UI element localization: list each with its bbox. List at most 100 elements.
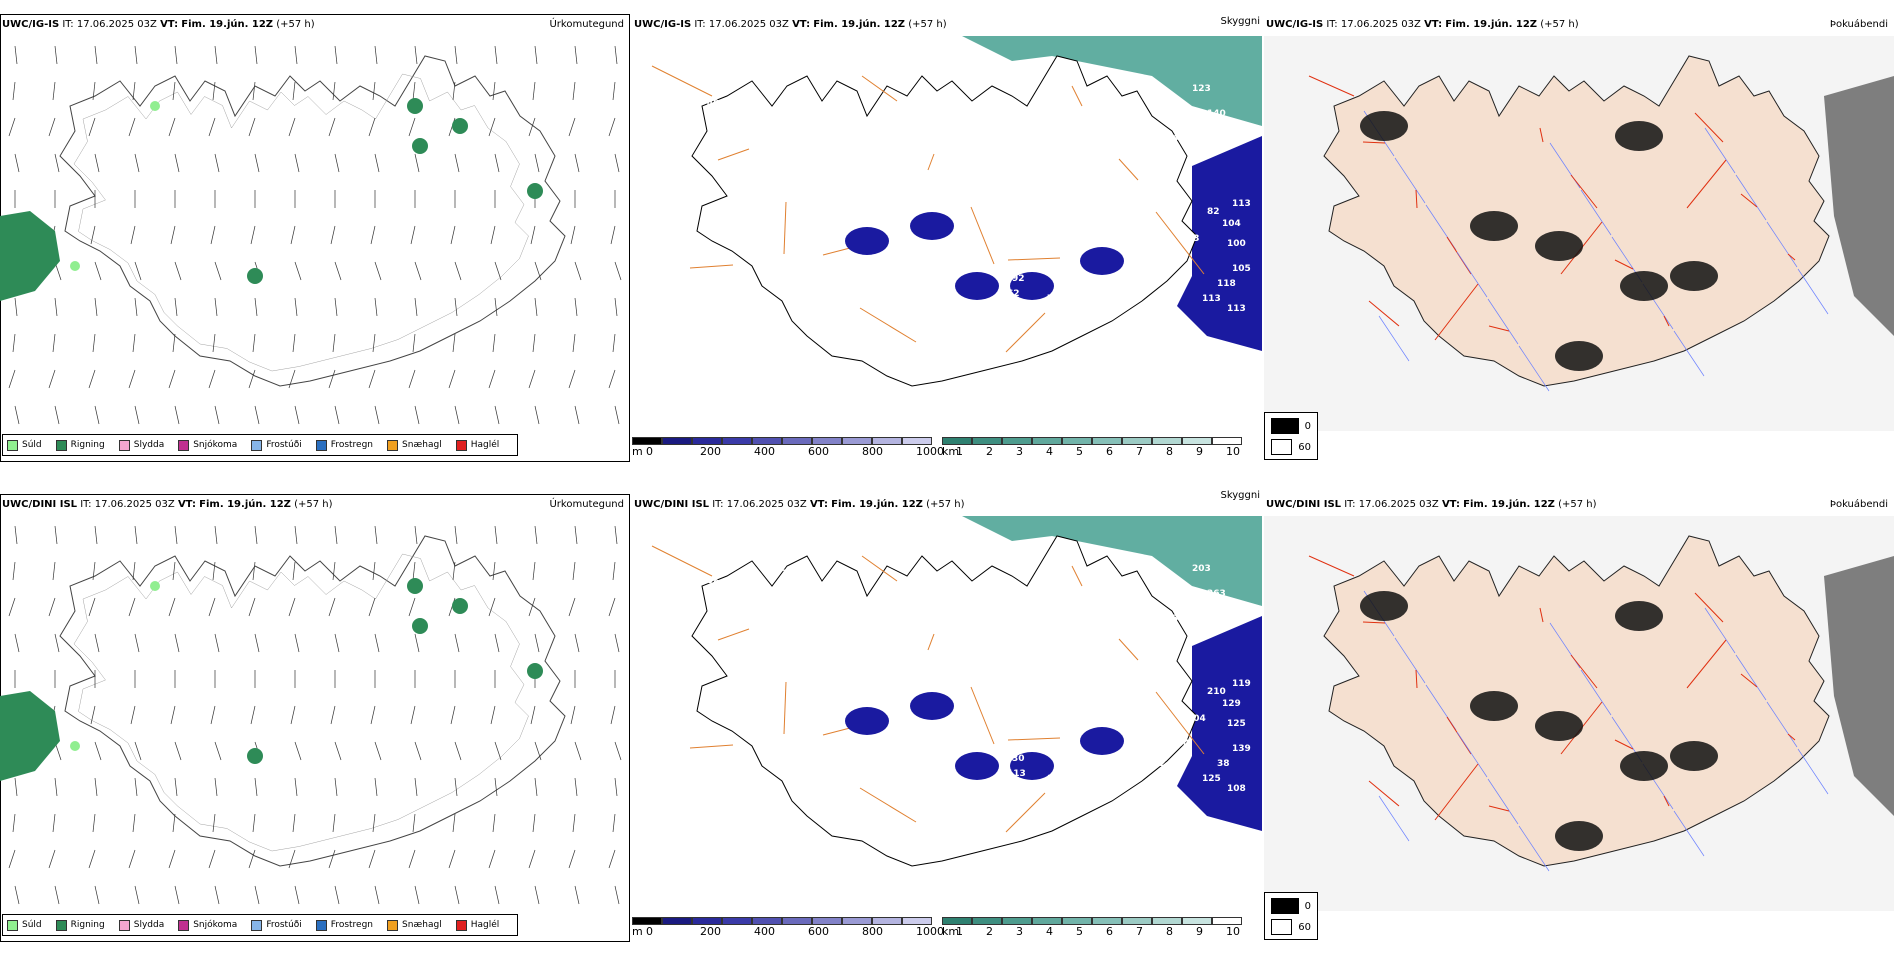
ceiling-value-label: 118: [1217, 279, 1236, 289]
wind-barb: [132, 813, 136, 833]
colorbar-tick-label: 4: [1046, 445, 1053, 458]
road: [1368, 780, 1400, 807]
colorbar-cell: [1062, 437, 1092, 445]
wind-barb: [288, 849, 296, 869]
wind-barb: [168, 117, 176, 137]
wind-barb: [334, 777, 338, 797]
panel-title: UWC/IG-IS IT: 17.06.2025 03Z VT: Fim. 19…: [1266, 19, 1579, 30]
wind-barb: [574, 525, 578, 545]
wind-barb: [128, 117, 136, 137]
colorbar-unit: m: [632, 445, 643, 458]
colorbar-cell: [1032, 917, 1062, 925]
wind-barb: [414, 297, 418, 317]
precip-legend: Súld Rigning Slydda Snjókoma Frostúði Frostre…: [2, 434, 519, 456]
legend-label: Snjókoma: [193, 920, 238, 930]
ceiling-value-label: 92: [1012, 274, 1025, 284]
wind-barb: [54, 297, 58, 317]
rain-area: [0, 691, 60, 781]
wind-barb: [414, 405, 420, 425]
colorbar-tick-label: 600: [808, 445, 829, 458]
wind-barb: [172, 813, 176, 833]
wind-barb: [448, 369, 456, 389]
road: [927, 633, 935, 651]
wind-barb: [54, 525, 58, 545]
road: [1787, 253, 1796, 261]
wind-barb: [494, 45, 498, 65]
wind-barb: [574, 885, 580, 905]
wind-barb: [294, 633, 300, 653]
wind-barb: [374, 525, 378, 545]
fog-map: [1264, 516, 1894, 911]
colorbar-tick-label: 10: [1226, 925, 1240, 938]
colorbar-cell: [1032, 437, 1062, 445]
panel-title: UWC/IG-IS IT: 17.06.2025 03Z VT: Fim. 19…: [2, 19, 315, 30]
wind-barb: [52, 333, 56, 353]
legend-swatch: [118, 439, 130, 451]
rain-cell: [527, 183, 543, 199]
wind-barb: [168, 369, 176, 389]
colorbar-cell: [812, 917, 842, 925]
colorbar-cell: [1182, 917, 1212, 925]
wind-barb: [254, 45, 258, 65]
wind-barb: [292, 813, 296, 833]
wind-barb: [370, 705, 376, 725]
colorbar-labels: m 0 200 400 600 800 1000: [632, 925, 944, 939]
wind-barb: [174, 261, 182, 281]
river: [1456, 251, 1488, 298]
low-visibility-area: [962, 516, 1262, 606]
colorbar-cell: [1002, 437, 1032, 445]
wind-barb: [334, 525, 338, 545]
road: [1570, 654, 1598, 689]
ceiling-colorbar: m 0 200 400 600 800 1000: [632, 917, 944, 939]
wind-barb: [454, 261, 462, 281]
map-frame: [0, 494, 630, 942]
colorbar-tick-label: 6: [1106, 925, 1113, 938]
ceiling-value-label: 311: [1172, 614, 1191, 624]
road: [651, 65, 713, 97]
colorbar-tick-label: 8: [1166, 445, 1173, 458]
wind-barb: [214, 741, 222, 761]
colorbar-cells: [942, 917, 1242, 925]
ceiling-cell: [845, 707, 889, 735]
wind-barb: [372, 81, 376, 101]
colorbar-cell: [872, 437, 902, 445]
wind-barb: [92, 333, 96, 353]
wind-barb: [292, 561, 296, 581]
colorbar-cell: [1062, 917, 1092, 925]
ceiling-value-label: 140: [1207, 109, 1226, 119]
colorbar-cell: [902, 917, 932, 925]
wind-barb: [568, 849, 576, 869]
wind-barb: [94, 261, 102, 281]
wind-barb: [52, 81, 56, 101]
wind-barb: [94, 153, 100, 173]
colorbar-unit: km: [942, 925, 960, 938]
road: [1368, 300, 1400, 327]
visibility-panel-igis: UWC/IG-IS IT: 17.06.2025 03Z VT: Fim. 19…: [632, 14, 1262, 484]
wind-barb: [130, 705, 136, 725]
colorbar-cell: [842, 917, 872, 925]
panel-title: UWC/DINI ISL IT: 17.06.2025 03Z VT: Fim.…: [2, 499, 333, 510]
colorbar-tick-label: 200: [700, 445, 721, 458]
wind-barb: [368, 117, 376, 137]
colorbar-cell: [1122, 917, 1152, 925]
map-frame: [0, 14, 630, 462]
wind-barb: [612, 561, 616, 581]
wind-barb: [574, 741, 582, 761]
wind-barb: [612, 81, 616, 101]
fog-label-low: 0: [1304, 420, 1311, 432]
wind-barb: [334, 297, 338, 317]
wind-barb: [610, 225, 616, 245]
wind-barb: [290, 705, 296, 725]
wind-barb: [290, 225, 296, 245]
wind-barb: [8, 117, 16, 137]
fog-swatch-low: [1271, 898, 1299, 914]
wind-barb: [14, 45, 18, 65]
fog-cell: [1555, 341, 1603, 371]
road: [1415, 669, 1418, 689]
wind-barb: [412, 333, 416, 353]
ceiling-cell: [1080, 247, 1124, 275]
wind-barb: [534, 777, 538, 797]
wind-barb: [134, 297, 138, 317]
colorbar-cell: [1152, 917, 1182, 925]
legend-item: Súld: [7, 439, 42, 451]
